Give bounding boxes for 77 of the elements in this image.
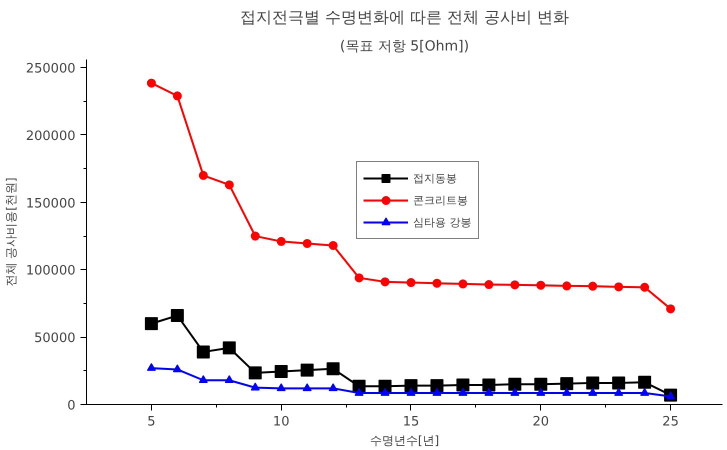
point — [560, 377, 574, 390]
point — [484, 388, 494, 396]
point — [144, 317, 158, 330]
point — [354, 273, 364, 282]
point — [380, 277, 390, 286]
point — [640, 282, 650, 292]
point — [354, 388, 364, 396]
point — [534, 378, 548, 391]
point — [302, 238, 312, 248]
point — [146, 78, 156, 88]
point — [508, 378, 522, 391]
point — [640, 388, 650, 396]
point — [406, 388, 416, 396]
point — [484, 280, 494, 290]
point — [250, 382, 260, 390]
point — [510, 388, 520, 396]
point — [328, 240, 338, 250]
point — [380, 388, 390, 396]
point — [146, 362, 156, 371]
point — [326, 362, 340, 376]
point — [406, 278, 416, 288]
y-axis-title: 전체 공사비용[천원] — [4, 177, 18, 287]
y-tick-label: 200000 — [26, 128, 76, 144]
legend-label: 콘크리트봉 — [413, 192, 468, 208]
point — [458, 388, 468, 396]
point — [300, 364, 314, 377]
y-tick-label: 0 — [67, 398, 76, 414]
point — [248, 366, 262, 380]
legend-label: 접지동봉 — [413, 170, 457, 186]
x-tick-label: 5 — [147, 414, 156, 430]
point — [666, 304, 676, 314]
point — [432, 278, 442, 288]
point — [196, 345, 210, 358]
x-axis-title: 수명년수[년] — [370, 434, 440, 448]
point — [274, 364, 288, 378]
point — [430, 379, 444, 392]
point — [276, 236, 286, 246]
point — [562, 281, 572, 290]
point — [276, 383, 286, 392]
point — [482, 378, 496, 392]
point — [328, 383, 338, 392]
point — [536, 388, 546, 396]
point — [404, 379, 418, 392]
point — [586, 376, 600, 390]
point — [198, 170, 208, 180]
point — [224, 375, 234, 384]
point — [172, 364, 182, 372]
point — [562, 388, 572, 396]
chart-title: 접지전극별 수명변화에 따른 전체 공사비 변화 — [240, 8, 570, 26]
point — [172, 91, 182, 100]
chart-subtitle: (목표 저항 5[Ohm]) — [340, 38, 470, 54]
point — [224, 180, 234, 190]
point — [432, 388, 442, 396]
x-tick-label: 25 — [662, 414, 679, 430]
x-tick-label: 10 — [272, 414, 290, 430]
point — [588, 282, 598, 291]
point — [612, 376, 626, 390]
legend-label: 심타용 강봉 — [413, 214, 472, 230]
point — [510, 280, 520, 290]
point — [588, 388, 598, 396]
x-tick-label: 15 — [402, 414, 420, 430]
point — [302, 383, 312, 392]
y-tick-label: 100000 — [26, 264, 76, 279]
x-tick-label: 20 — [532, 414, 550, 430]
y-tick-label: 150000 — [26, 196, 76, 212]
y-tick-label: 50000 — [34, 331, 76, 346]
point — [250, 232, 260, 241]
point — [198, 375, 208, 384]
point — [222, 341, 236, 354]
point — [170, 309, 184, 322]
point — [458, 279, 468, 288]
point — [614, 282, 624, 292]
y-tick-label: 250000 — [26, 62, 76, 77]
point — [638, 376, 652, 389]
point — [536, 280, 546, 290]
point — [456, 378, 470, 392]
point — [614, 388, 624, 396]
